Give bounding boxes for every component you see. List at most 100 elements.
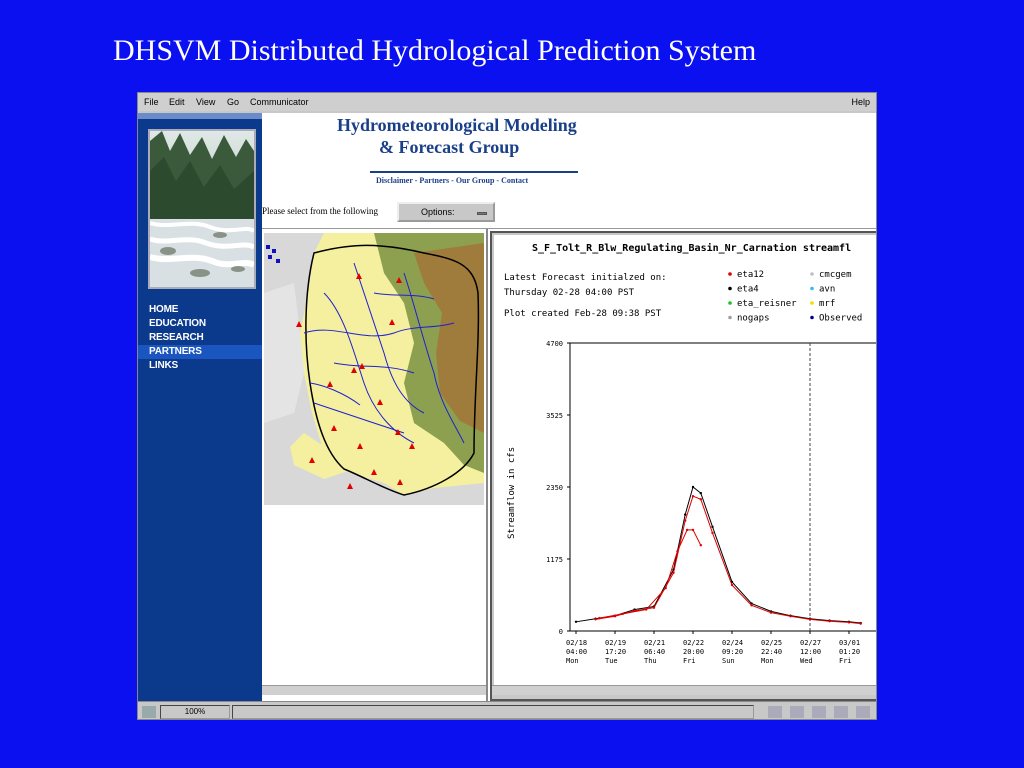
- series-point: [769, 611, 773, 614]
- series-point: [859, 622, 862, 625]
- brand-divider: [370, 171, 578, 173]
- series-point: [699, 544, 702, 547]
- legend-marker-eta_reisner: [728, 301, 732, 305]
- series-point: [789, 615, 792, 618]
- discussion-icon[interactable]: [812, 706, 826, 718]
- nav-menu: HOME EDUCATION RESEARCH PARTNERS LINKS: [138, 303, 262, 373]
- series-point: [684, 519, 687, 522]
- nav-links[interactable]: LINKS: [149, 360, 179, 371]
- plot-horizontal-scrollbar[interactable]: [492, 685, 876, 695]
- series-point: [598, 616, 601, 620]
- x-tick-time: 20:00: [683, 648, 704, 656]
- series-point: [645, 608, 648, 611]
- series-point: [699, 491, 702, 495]
- header-links[interactable]: Disclaimer - Partners - Our Group - Cont…: [376, 176, 529, 185]
- x-tick-day: Tue: [605, 657, 618, 665]
- series-point: [828, 619, 831, 623]
- x-tick-time: 09:20: [722, 648, 743, 656]
- x-tick-time: 12:00: [800, 648, 821, 656]
- series-point: [684, 513, 687, 516]
- plot-series: [574, 485, 862, 625]
- legend-marker-Observed: [810, 315, 814, 320]
- dropdown-arrow-icon: [477, 212, 487, 215]
- series-point: [594, 618, 597, 621]
- y-tick-label: 3525: [546, 412, 563, 420]
- nav-top-strip: [138, 113, 262, 119]
- series-point: [808, 618, 812, 621]
- left-nav-frame: HOME EDUCATION RESEARCH PARTNERS LINKS: [138, 113, 262, 701]
- streamflow-plot: S_F_Tolt_R_Blw_Regulating_Basin_Nr_Carna…: [504, 242, 876, 665]
- x-tick-date: 03/01: [839, 639, 860, 647]
- menu-help[interactable]: Help: [851, 97, 870, 107]
- plot-canvas: S_F_Tolt_R_Blw_Regulating_Basin_Nr_Carna…: [494, 235, 876, 685]
- series-point: [685, 528, 689, 532]
- mail-icon[interactable]: [790, 706, 804, 718]
- legend-label-nogaps: nogaps: [737, 314, 770, 324]
- menu-view[interactable]: View: [196, 97, 216, 107]
- nav-education[interactable]: EDUCATION: [149, 318, 206, 329]
- legend-marker-eta12: [728, 272, 732, 276]
- map-horizontal-scrollbar[interactable]: [262, 685, 486, 695]
- series-point: [621, 612, 624, 616]
- y-tick-label: 2350: [546, 484, 563, 492]
- x-tick-day: Thu: [644, 657, 657, 665]
- status-message-field: [232, 705, 754, 719]
- menu-file[interactable]: File: [144, 97, 159, 107]
- x-tick-date: 02/25: [761, 639, 782, 647]
- brand-title-line2: & Forecast Group: [379, 137, 520, 157]
- x-tick-time: 01:20: [839, 648, 860, 656]
- page-content: HOME EDUCATION RESEARCH PARTNERS LINKS H…: [138, 113, 876, 701]
- slide-title: DHSVM Distributed Hydrological Predictio…: [113, 34, 757, 67]
- x-tick-time: 17:20: [605, 648, 626, 656]
- x-tick-day: Fri: [839, 657, 852, 665]
- x-tick-time: 22:40: [761, 648, 782, 656]
- plot-created: Plot created Feb-28 09:38 PST: [504, 309, 662, 319]
- plot-title: S_F_Tolt_R_Blw_Regulating_Basin_Nr_Carna…: [532, 242, 851, 254]
- x-tick-day: Sun: [722, 657, 735, 665]
- menu-edit[interactable]: Edit: [169, 97, 185, 107]
- legend-marker-avn: [810, 286, 814, 291]
- header-frame: Hydrometeorological Modeling & Forecast …: [262, 113, 876, 229]
- status-bar: 100%: [138, 701, 876, 719]
- legend-marker-nogaps: [728, 315, 732, 320]
- map-frame: [262, 229, 488, 701]
- x-tick-date: 02/18: [566, 639, 587, 647]
- legend-label-cmcgem: cmcgem: [819, 270, 852, 280]
- security-lock-icon[interactable]: [142, 706, 156, 718]
- x-tick-time: 04:00: [566, 648, 587, 656]
- series-point: [574, 620, 578, 624]
- brand-title-line1: Hydrometeorological Modeling: [337, 115, 577, 135]
- series-point: [691, 528, 695, 532]
- zoom-level: 100%: [160, 705, 230, 719]
- series-line-0: [575, 486, 861, 624]
- legend-label-eta4: eta4: [737, 285, 759, 295]
- component-bar-icon[interactable]: [768, 706, 782, 718]
- nav-home[interactable]: HOME: [149, 304, 179, 315]
- series-point: [711, 531, 714, 535]
- options-dropdown[interactable]: Options:: [397, 202, 495, 222]
- series-point: [730, 583, 734, 587]
- checkmark-icon[interactable]: [856, 706, 870, 718]
- menu-communicator[interactable]: Communicator: [250, 97, 309, 107]
- y-axis-label: Streamflow in cfs: [507, 447, 517, 539]
- series-point: [664, 586, 667, 590]
- x-tick-time: 06:40: [644, 648, 665, 656]
- legend-label-eta_reisner: eta_reisner: [737, 299, 797, 309]
- legend-label-eta12: eta12: [737, 270, 764, 280]
- composer-icon[interactable]: [834, 706, 848, 718]
- series-point: [672, 571, 675, 574]
- nav-research[interactable]: RESEARCH: [149, 332, 204, 343]
- x-tick-day: Wed: [800, 657, 813, 665]
- menu-bar: File Edit View Go Communicator Help: [138, 93, 876, 111]
- menu-go[interactable]: Go: [227, 97, 240, 107]
- plot-legend: eta12 cmcgem eta4 avn eta_reisner mrf nogaps Ob…: [728, 270, 862, 324]
- legend-marker-cmcgem: [810, 272, 814, 276]
- series-point: [711, 525, 714, 529]
- series-point: [847, 621, 851, 624]
- legend-label-mrf: mrf: [819, 299, 835, 309]
- nav-partners[interactable]: PARTNERS: [138, 345, 262, 359]
- browser-window: File Edit View Go Communicator Help: [137, 92, 877, 720]
- x-tick-date: 02/27: [800, 639, 821, 647]
- basin-map: [264, 233, 484, 505]
- x-tick-date: 02/21: [644, 639, 665, 647]
